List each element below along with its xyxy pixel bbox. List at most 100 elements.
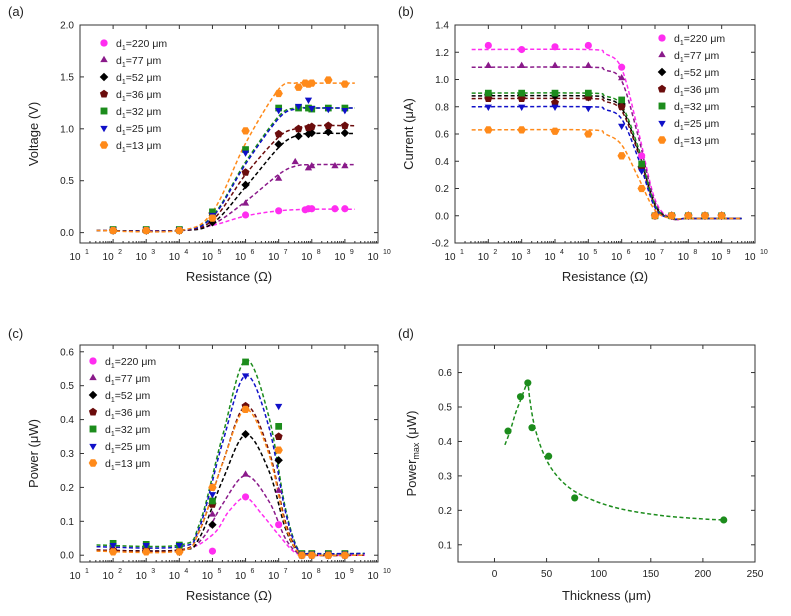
data-point-d52	[340, 128, 350, 138]
legend-marker-d52	[88, 390, 98, 400]
data-point-d25	[484, 104, 492, 111]
data-point-d13	[241, 405, 250, 414]
panel-a: (a)10 1 10 2 10 3 10 4 10 5 10 6 10 7 10 8 10 9 10 100.00.5…	[8, 4, 391, 284]
legend-entry: d1=13 μm	[105, 458, 151, 472]
legend-marker-d220	[658, 34, 666, 42]
fit-curve-d220	[96, 496, 365, 557]
x-tick-exponent: 7	[660, 249, 664, 256]
x-tick-exponent: 6	[627, 249, 631, 256]
x-tick-label: 10	[334, 252, 346, 263]
x-tick-label: 10	[367, 571, 379, 582]
data-point-d220	[275, 521, 283, 529]
legend-marker-d13	[657, 136, 667, 144]
data-point-d220	[331, 205, 339, 213]
data-point-d25	[208, 492, 217, 499]
x-tick-label: 10	[136, 571, 148, 582]
legend-entry: d1=25 μm	[116, 123, 162, 137]
x-tick-exponent: 8	[317, 568, 321, 575]
data-point-d220	[208, 547, 217, 555]
legend-entry: d1=77 μm	[674, 50, 720, 64]
data-point-d25	[584, 106, 592, 113]
panel-label: (a)	[8, 4, 24, 19]
x-tick-label: 150	[642, 569, 659, 580]
data-point-d13	[717, 212, 726, 220]
data-point-d13	[108, 226, 118, 235]
data-point-d13	[324, 76, 333, 84]
legend-marker-d32	[89, 425, 97, 433]
y-axis-title: Voltage (V)	[26, 102, 41, 166]
x-tick-label: 10	[711, 252, 723, 263]
data-point-d25	[275, 403, 283, 411]
data-point-d36	[274, 432, 283, 440]
y-tick-label: 1.5	[60, 72, 74, 83]
data-point-d220	[308, 205, 316, 213]
data-point-d36	[340, 121, 349, 130]
fit-curve-d32	[471, 92, 742, 221]
data-point-d52	[241, 180, 250, 190]
x-tick-exponent: 3	[527, 249, 531, 256]
data-point-d13	[650, 212, 660, 220]
panel-d: (d) 0 50 100 150 200 250 0.1 0.2 0.3 0.4 0.5 0.6 Thic…	[398, 326, 764, 603]
x-tick-label: 10	[611, 252, 623, 263]
data-point-d52	[274, 140, 283, 149]
x-tick-label: 10	[678, 252, 690, 263]
data-point-d32	[242, 358, 249, 366]
data-point-d220	[638, 152, 646, 160]
data-point-d32	[551, 89, 559, 97]
x-tick-label: 10	[136, 252, 148, 263]
data-point-d52	[208, 520, 217, 529]
legend-entry: d1=77 μm	[116, 55, 162, 69]
legend-marker-d13	[99, 141, 109, 149]
data-point-d25	[175, 542, 183, 550]
x-tick-label: 10	[744, 252, 756, 263]
panel-label: (d)	[398, 326, 414, 341]
data-point-d13	[307, 79, 316, 87]
legend-marker-d220	[100, 39, 108, 47]
data-point-d25	[551, 104, 559, 111]
legend-marker-d220	[89, 357, 97, 365]
x-tick-exponent: 10	[760, 249, 768, 256]
y-tick-label: 0.5	[60, 176, 74, 187]
data-point-d13	[584, 130, 593, 138]
legend-entry: d1=220 μm	[674, 33, 725, 47]
data-point-d77	[304, 164, 313, 171]
y-axis-title: Powermax (μW)	[404, 411, 421, 497]
data-point-d13	[340, 551, 350, 559]
data-point-d77	[584, 61, 592, 68]
x-tick-label: 10	[169, 252, 181, 263]
data-point-d25	[241, 373, 250, 380]
panel-label: (c)	[8, 326, 23, 341]
y-tick-label: 0.4	[60, 415, 74, 426]
data-point-d36	[617, 102, 626, 111]
data-point-d13	[241, 127, 250, 135]
legend-marker-d36	[99, 89, 109, 98]
data-point-d13	[274, 89, 283, 98]
y-tick-label: 1.0	[435, 75, 449, 86]
legend: d1=220 μm d1=77 μm d1=52 μm d1=36 μm d1=32 μ…	[99, 38, 167, 154]
x-tick-label: 10	[444, 252, 456, 263]
x-axis-title: Resistance (Ω)	[186, 588, 272, 603]
y-tick-label: 0.6	[60, 347, 74, 358]
legend-entry: d1=220 μm	[116, 38, 167, 52]
legend-marker-d77	[89, 373, 97, 381]
data-point-d25	[324, 106, 332, 114]
legend-marker-d77	[658, 50, 666, 58]
legend-entry: d1=36 μm	[116, 89, 162, 103]
y-tick-label: 0.3	[438, 471, 452, 482]
x-tick-label: 10	[301, 571, 313, 582]
x-tick-exponent: 4	[184, 249, 188, 256]
data-point-d32	[618, 96, 626, 104]
data-point-d220	[618, 63, 626, 71]
data-point-d25	[618, 123, 626, 131]
x-tick-exponent: 9	[727, 249, 731, 256]
x-tick-label: 10	[69, 252, 81, 263]
data-point-d13	[324, 551, 333, 559]
data-point-d13	[208, 214, 217, 222]
data-point-d220	[241, 493, 250, 501]
legend-marker-d52	[657, 67, 667, 77]
x-tick-label: 10	[478, 252, 490, 263]
x-tick-exponent: 5	[217, 249, 221, 256]
y-tick-label: 0.0	[60, 228, 74, 239]
x-tick-label: 10	[202, 571, 214, 582]
fit-curve-d36	[471, 97, 742, 221]
